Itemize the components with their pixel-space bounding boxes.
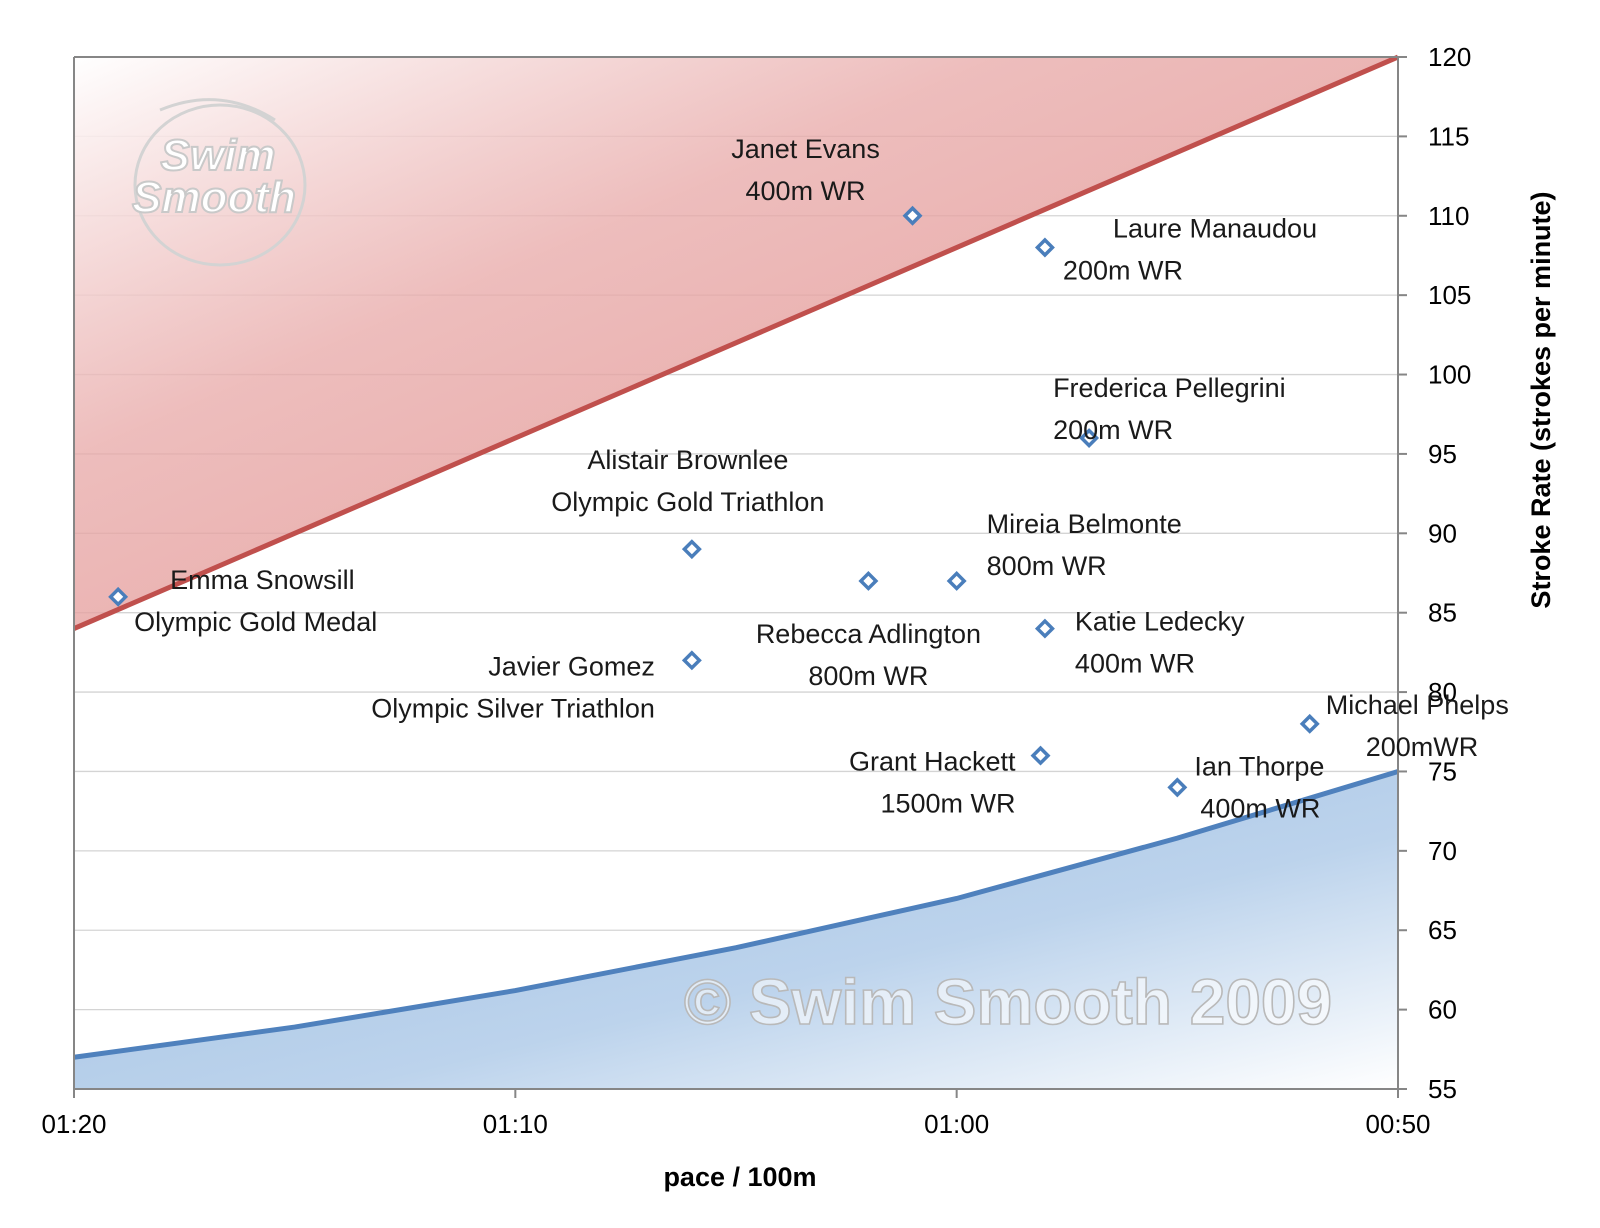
y-tick-label-60: 60 <box>1428 995 1457 1025</box>
y-tick-label-55: 55 <box>1428 1074 1457 1104</box>
shaded-bands <box>73 54 1399 1089</box>
data-point-2 <box>681 539 702 560</box>
x-tick-label-01:00: 01:00 <box>924 1109 989 1139</box>
data-point-10 <box>1079 428 1100 449</box>
y-axis-title: Stroke Rate (strokes per minute) <box>1526 191 1556 608</box>
point-label-7-line-2: 200m WR <box>1063 256 1183 286</box>
y-tick-label-75: 75 <box>1428 756 1457 786</box>
point-label-6-line-2: 800m WR <box>987 551 1107 581</box>
point-label-5-line-1: Rebecca Adlington <box>756 619 981 649</box>
point-label-6-line-1: Mireia Belmonte <box>987 509 1182 539</box>
y-tick-label-110: 110 <box>1428 201 1469 231</box>
x-tick-label-01:10: 01:10 <box>483 1109 548 1139</box>
point-label-3-line-1: Javier Gomez <box>488 651 655 681</box>
copyright-watermark: © Swim Smooth 2009 <box>684 966 1332 1038</box>
y-tick-label-105: 105 <box>1428 280 1471 310</box>
y-tick-label-115: 115 <box>1428 121 1469 151</box>
point-label-5-line-2: 800m WR <box>808 661 928 691</box>
data-point-1 <box>108 586 129 607</box>
point-labels: Emma Snowsill Olympic Gold Medal Alistair … <box>134 134 1509 824</box>
axes: 55 60 65 70 75 80 85 90 95 100 105 110 115 120 01:20 01… <box>41 42 1471 1139</box>
upper-band-line <box>73 54 1399 631</box>
logo-watermark: Swim Smooth <box>131 98 307 267</box>
x-tick-label-01:20: 01:20 <box>41 1109 106 1139</box>
point-label-7-line-1: Laure Manaudou <box>1113 214 1317 244</box>
data-point-8 <box>1034 618 1055 639</box>
y-tick-label-70: 70 <box>1428 836 1457 866</box>
y-tick-label-90: 90 <box>1428 518 1457 548</box>
point-label-4-line-1: Janet Evans <box>731 134 880 164</box>
data-point-5 <box>858 570 879 591</box>
point-label-8-line-2: 400m WR <box>1075 649 1195 679</box>
data-point-9 <box>1030 745 1051 766</box>
data-point-4 <box>902 205 923 226</box>
data-points <box>108 205 1320 798</box>
data-point-11 <box>1167 777 1188 798</box>
point-label-8-line-1: Katie Ledecky <box>1075 607 1245 637</box>
point-label-9-line-1: Grant Hackett <box>849 747 1016 777</box>
y-tick-label-95: 95 <box>1428 439 1457 469</box>
point-label-11-line-2: 400m WR <box>1200 793 1320 823</box>
data-point-7 <box>1034 237 1055 258</box>
data-point-3 <box>681 650 702 671</box>
point-label-9-line-2: 1500m WR <box>880 789 1015 819</box>
point-label-4-line-2: 400m WR <box>746 176 866 206</box>
lower-band-line <box>73 769 1399 1060</box>
point-label-2-line-1: Alistair Brownlee <box>587 445 788 475</box>
point-label-12-line-2: 200mWR <box>1366 732 1479 762</box>
point-label-1-line-2: Olympic Gold Medal <box>134 607 377 637</box>
data-point-12 <box>1299 713 1320 734</box>
point-label-11-line-1: Ian Thorpe <box>1194 751 1324 781</box>
x-axis-title: pace / 100m <box>663 1162 816 1192</box>
point-label-10-line-2: 200m WR <box>1053 415 1173 445</box>
data-point-6 <box>946 570 967 591</box>
y-tick-label-100: 100 <box>1428 360 1471 390</box>
point-label-10-line-1: Frederica Pellegrini <box>1053 373 1286 403</box>
y-tick-label-80: 80 <box>1428 677 1457 707</box>
point-label-1-line-1: Emma Snowsill <box>170 565 355 595</box>
point-label-2-line-2: Olympic Gold Triathlon <box>551 487 824 517</box>
y-tick-label-65: 65 <box>1428 915 1457 945</box>
y-tick-label-85: 85 <box>1428 598 1457 628</box>
logo-text-line1: Swim <box>161 131 276 180</box>
x-tick-label-00:50: 00:50 <box>1365 1109 1430 1139</box>
point-label-12-line-1: Michael Phelps <box>1326 690 1509 720</box>
logo-text-line2: Smooth <box>132 173 296 222</box>
y-tick-label-120: 120 <box>1428 42 1471 72</box>
point-label-3-line-2: Olympic Silver Triathlon <box>371 693 655 723</box>
